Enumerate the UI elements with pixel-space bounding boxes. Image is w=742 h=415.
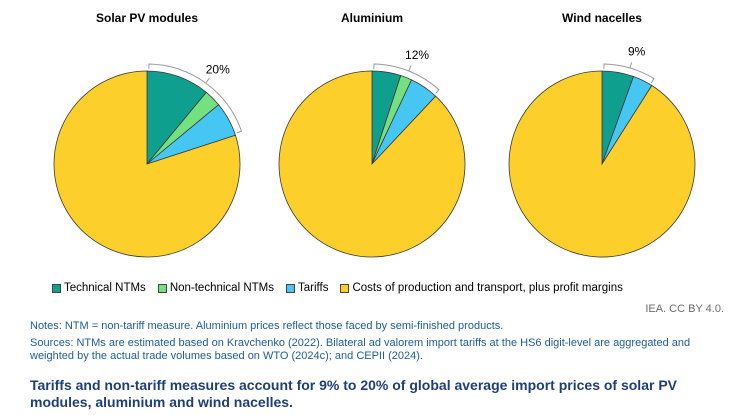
pie-slice: [508, 70, 696, 258]
pie-charts: Solar PV modules 20% Aluminium 12% Wind nace…: [53, 11, 696, 258]
pie-title: Aluminium: [341, 11, 403, 25]
legend-label: Non-technical NTMs: [169, 282, 274, 294]
bracket: [373, 63, 440, 94]
legend-swatch: [340, 283, 350, 293]
pie-slice: [53, 70, 241, 258]
credit-line: IEA. CC BY 4.0.: [645, 303, 724, 315]
legend-swatch: [285, 283, 295, 293]
legend-label: Costs of production and transport, plus …: [352, 282, 623, 294]
notes-text: Notes: NTM = non-tariff measure. Alumini…: [30, 320, 504, 332]
legend-swatch: [157, 283, 167, 293]
pie-slice: [278, 70, 466, 258]
bracket: [148, 63, 243, 134]
sources-text: Sources: NTMs are estimated based on Kra…: [30, 337, 691, 362]
bracket-label: 12%: [405, 48, 429, 62]
legend-item-technical-ntms: Technical NTMs: [52, 282, 146, 294]
bracket-label: 9%: [628, 45, 646, 59]
legend-item-costs: Costs of production and transport, plus …: [340, 282, 623, 294]
legend-label: Tariffs: [297, 282, 329, 294]
legend-label: Technical NTMs: [64, 282, 146, 294]
notes-block: Notes: NTM = non-tariff measure. Alumini…: [30, 320, 720, 367]
legend-item-tariffs: Tariffs: [285, 282, 329, 294]
legend-item-non-technical-ntms: Non-technical NTMs: [157, 282, 274, 294]
pie-title: Solar PV modules: [96, 11, 198, 25]
legend: Technical NTMs Non-technical NTMs Tariff…: [52, 282, 635, 294]
bracket: [603, 62, 655, 84]
bracket-label: 20%: [206, 62, 230, 76]
legend-swatch: [52, 283, 61, 293]
figure-caption: Tariffs and non-tariff measures account …: [30, 377, 678, 410]
pie-title: Wind nacelles: [562, 11, 642, 25]
